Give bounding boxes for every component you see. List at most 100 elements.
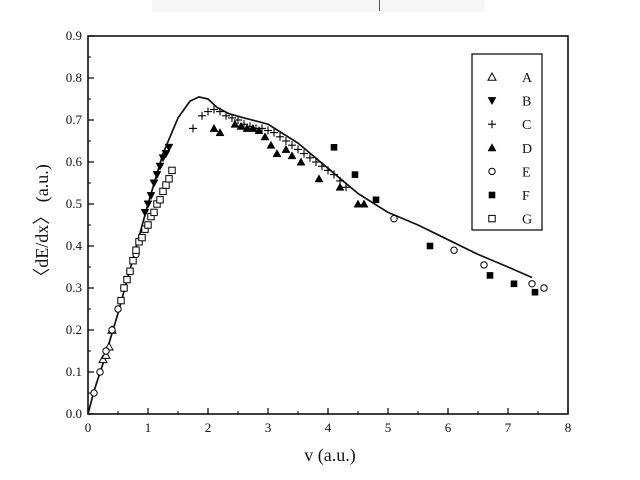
data-point-D — [230, 119, 240, 128]
y-tick-label: 0.7 — [66, 112, 83, 127]
y-tick-label: 0.1 — [66, 364, 82, 379]
data-point-C — [282, 137, 290, 145]
data-point-D — [254, 125, 264, 134]
data-point-B — [149, 179, 159, 188]
data-point-B — [164, 143, 174, 152]
top-cropped-tick — [379, 0, 380, 11]
legend-marker-G — [488, 214, 496, 223]
data-point-F — [486, 272, 494, 279]
data-point-A — [101, 350, 111, 359]
y-axis: 0.0 0.1 0.2 0.3 0.4 0.5 0.6 0.7 0.8 0.9 — [66, 28, 94, 421]
legend-label-D: D — [522, 142, 532, 157]
data-point-D — [248, 123, 258, 132]
theory-curve — [87, 96, 533, 415]
data-point-F — [510, 280, 518, 288]
legend-marker-A — [487, 71, 497, 81]
y-axis-label: 〈dE/dx〉 (a.u.) — [32, 164, 53, 285]
data-point-D — [287, 151, 297, 160]
data-point-G — [126, 267, 134, 275]
data-point-D — [242, 123, 252, 132]
legend-marker-B — [487, 97, 497, 106]
data-point-C — [222, 111, 230, 120]
data-point-E — [90, 389, 98, 397]
x-tick-label: 4 — [325, 420, 332, 435]
legend-label-A: A — [522, 71, 533, 86]
y-tick-label: 0.0 — [66, 406, 82, 421]
data-point-D — [209, 123, 219, 132]
data-point-C — [276, 132, 284, 141]
data-point-E — [390, 215, 398, 223]
x-tick-label: 6 — [445, 420, 452, 435]
data-point-E — [114, 305, 122, 313]
legend-marker-D — [487, 143, 497, 152]
data-point-F — [372, 196, 380, 204]
y-tick-label: 0.4 — [66, 238, 83, 253]
data-point-C — [318, 162, 326, 171]
data-point-C — [270, 128, 278, 137]
data-point-B — [158, 154, 168, 163]
data-point-G — [138, 233, 146, 242]
data-point-B — [152, 171, 162, 180]
top-cropped-strip — [152, 0, 485, 12]
x-tick-label: 8 — [565, 420, 572, 435]
data-point-C — [312, 158, 320, 166]
y-tick-label: 0.3 — [66, 280, 82, 295]
legend-label-B: B — [522, 95, 531, 110]
data-point-C — [189, 124, 197, 133]
y-tick-label: 0.5 — [66, 196, 82, 211]
data-point-G — [144, 221, 152, 229]
data-point-C — [294, 145, 302, 154]
data-point-E — [102, 347, 110, 355]
data-point-F — [426, 242, 434, 250]
legend-label-F: F — [522, 189, 530, 204]
data-point-E — [480, 261, 488, 269]
data-point-E — [528, 280, 536, 288]
data-point-D — [266, 140, 276, 149]
x-tick-label: 5 — [385, 420, 392, 435]
data-point-D — [359, 199, 369, 208]
series-B — [140, 143, 174, 217]
x-tick-label: 7 — [505, 420, 512, 435]
legend-item-D: D — [487, 142, 532, 157]
data-point-C — [288, 141, 296, 150]
data-point-C — [342, 183, 350, 192]
data-point-G — [129, 257, 137, 265]
data-point-G — [150, 208, 158, 217]
series-E — [90, 215, 548, 397]
data-point-E — [108, 326, 116, 334]
data-point-D — [281, 144, 291, 153]
data-point-D — [215, 128, 225, 137]
data-point-B — [161, 150, 171, 159]
legend-label-G: G — [522, 213, 532, 228]
data-point-G — [123, 275, 131, 284]
y-tick-label: 0.8 — [66, 70, 82, 85]
data-point-D — [296, 157, 306, 166]
data-point-B — [140, 208, 150, 217]
data-point-G — [165, 175, 173, 183]
data-point-F — [330, 144, 338, 151]
data-point-C — [330, 170, 338, 179]
data-point-G — [132, 246, 140, 254]
data-point-C — [204, 107, 212, 116]
legend-item-G: G — [488, 213, 532, 228]
x-tick-label: 2 — [205, 420, 212, 435]
data-point-C — [216, 107, 224, 116]
legend-label-E: E — [522, 165, 531, 180]
x-tick-label: 1 — [145, 420, 152, 435]
data-point-G — [120, 284, 128, 292]
theory-curve-layer — [87, 96, 533, 415]
legend-item-C: C — [488, 118, 531, 133]
x-axis: 0 1 2 3 4 5 6 7 8 — [85, 408, 572, 435]
data-point-G — [162, 181, 170, 189]
legend-label-C: C — [522, 118, 531, 133]
data-point-E — [96, 368, 104, 376]
data-point-D — [335, 182, 345, 191]
legend-item-A: A — [487, 71, 533, 86]
data-point-D — [272, 149, 282, 158]
data-point-C — [228, 113, 236, 122]
series-G — [117, 166, 176, 305]
x-tick-label: 0 — [85, 420, 92, 435]
data-point-G — [156, 196, 164, 204]
